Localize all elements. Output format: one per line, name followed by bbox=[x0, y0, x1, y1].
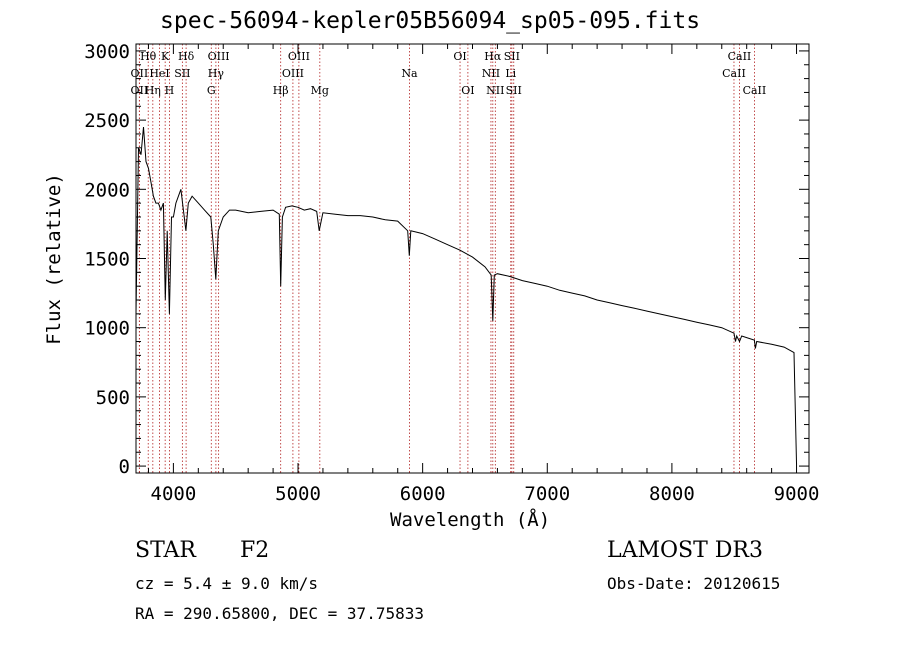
line-label: Hα bbox=[484, 50, 502, 63]
line-label: Hδ bbox=[178, 50, 195, 63]
line-label: NII bbox=[482, 67, 500, 80]
line-label: HeI bbox=[149, 67, 169, 80]
y-tick-label: 500 bbox=[96, 387, 130, 409]
line-label: OII bbox=[131, 84, 149, 97]
y-tick-label: 3000 bbox=[84, 41, 130, 63]
x-tick-label: 7000 bbox=[524, 483, 570, 505]
spectral-line-labels: OII OII Hθ Hη HeI K H SII Hδ G Hγ OIII Hβ OIII OIII Mg N… bbox=[131, 50, 767, 97]
subclass-label: F2 bbox=[240, 538, 270, 563]
line-label: Li bbox=[505, 67, 516, 80]
ra-dec: RA = 290.65800, DEC = 37.75833 bbox=[135, 604, 424, 623]
y-tick-label: 2000 bbox=[84, 179, 130, 201]
y-tick-label: 0 bbox=[119, 456, 130, 478]
y-tick-label: 1000 bbox=[84, 318, 130, 340]
line-label: Hγ bbox=[208, 67, 225, 80]
plot-frame bbox=[135, 43, 810, 474]
survey-label: LAMOST DR3 bbox=[607, 538, 763, 563]
line-label: OI bbox=[453, 50, 466, 63]
line-label: OII bbox=[131, 67, 149, 80]
obs-date: Obs-Date: 20120615 bbox=[607, 574, 781, 593]
line-label: CaII bbox=[743, 84, 767, 97]
line-label: SII bbox=[506, 84, 522, 97]
cz-value: cz = 5.4 ± 9.0 km/s bbox=[135, 574, 319, 593]
line-label: Hβ bbox=[273, 84, 289, 97]
line-label: H bbox=[165, 84, 175, 97]
x-tick-label: 5000 bbox=[275, 483, 321, 505]
class-label: STAR bbox=[135, 538, 196, 563]
y-axis-label: Flux (relative) bbox=[42, 173, 65, 345]
line-label: OIII bbox=[282, 67, 304, 80]
line-label: Hθ bbox=[140, 50, 157, 63]
chart-title: spec-56094-kepler05B56094_sp05-095.fits bbox=[160, 8, 701, 34]
line-label: SII bbox=[174, 67, 190, 80]
x-axis-label: Wavelength (Å) bbox=[390, 509, 551, 531]
line-label: CaII bbox=[722, 67, 746, 80]
line-label: CaII bbox=[728, 50, 752, 63]
x-tick-label: 9000 bbox=[774, 483, 820, 505]
line-label: G bbox=[207, 84, 216, 97]
line-label: OI bbox=[461, 84, 474, 97]
spectral-line-markers bbox=[138, 44, 755, 473]
axis-ticks: 4000 5000 6000 7000 8000 9000 0 500 1000 1500 2000… bbox=[84, 41, 819, 505]
line-label: OIII bbox=[288, 50, 310, 63]
spectrum-line bbox=[135, 126, 797, 464]
line-label: Na bbox=[401, 67, 418, 80]
line-label: OIII bbox=[208, 50, 230, 63]
x-tick-label: 8000 bbox=[649, 483, 695, 505]
y-tick-label: 2500 bbox=[84, 110, 130, 132]
line-label: Hη bbox=[145, 84, 161, 97]
line-label: Mg bbox=[311, 84, 329, 97]
x-tick-label: 4000 bbox=[151, 483, 197, 505]
line-label: NII bbox=[486, 84, 504, 97]
y-tick-label: 1500 bbox=[84, 249, 130, 271]
line-label: SII bbox=[504, 50, 520, 63]
x-tick-label: 6000 bbox=[400, 483, 446, 505]
line-label: K bbox=[161, 50, 170, 63]
